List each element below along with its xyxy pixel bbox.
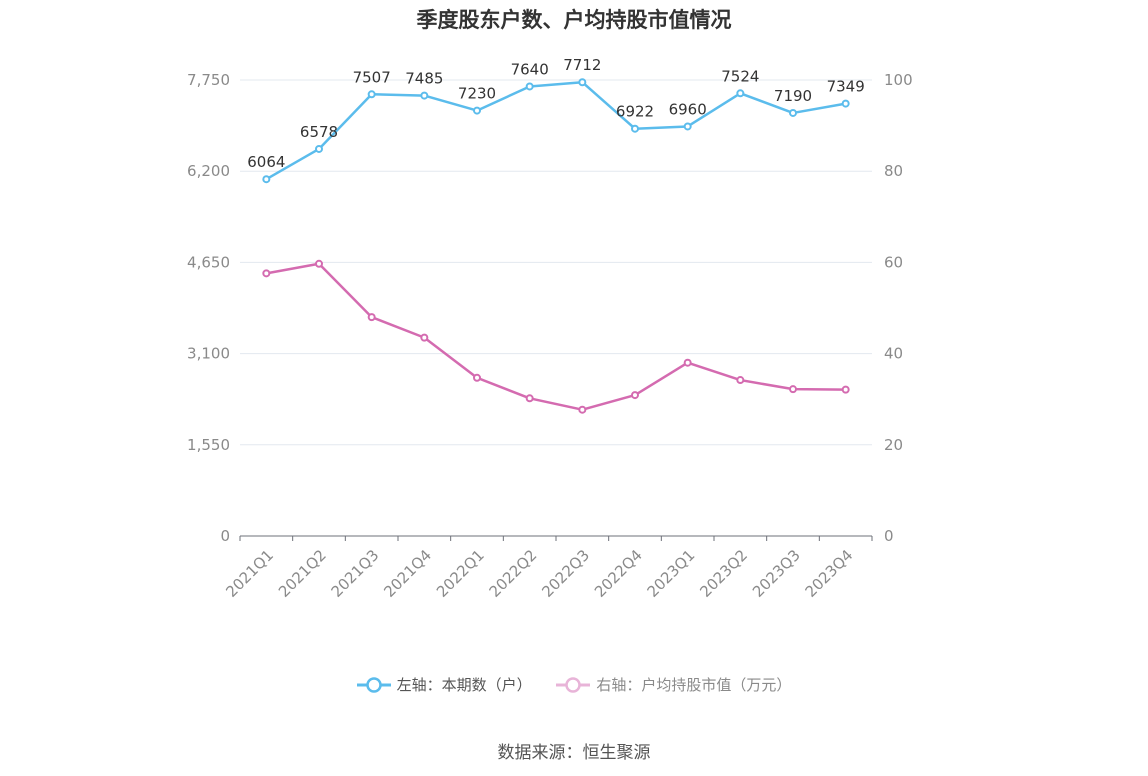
legend-item-right-series[interactable]: 右轴：户均持股市值（万元） bbox=[556, 674, 791, 695]
legend-right-marker-icon bbox=[556, 676, 591, 693]
data-label: 6960 bbox=[669, 100, 707, 118]
data-label: 7524 bbox=[721, 67, 759, 85]
data-label: 7190 bbox=[774, 87, 812, 105]
source-note: 数据来源：恒生聚源 bbox=[497, 743, 651, 763]
x-axis-tick-label: 2022Q4 bbox=[591, 546, 646, 601]
x-axis-tick-label: 2023Q1 bbox=[644, 546, 699, 601]
x-axis-tick-label: 2021Q2 bbox=[275, 546, 330, 601]
legend-left-label: 左轴：本期数（户） bbox=[396, 676, 532, 694]
left-axis-tick-label: 1,550 bbox=[187, 436, 230, 454]
series-2-point bbox=[578, 405, 587, 414]
series-2-point bbox=[683, 358, 692, 367]
series-1-point bbox=[262, 175, 271, 184]
x-axis-tick-label: 2023Q4 bbox=[802, 546, 857, 601]
chart-legend: 左轴：本期数（户） 右轴：户均持股市值（万元） bbox=[0, 674, 1148, 697]
x-axis-tick-label: 2023Q2 bbox=[696, 546, 751, 601]
series-line-2 bbox=[266, 262, 846, 411]
data-label: 6578 bbox=[300, 123, 338, 141]
x-axis-tick-label: 2021Q3 bbox=[328, 546, 383, 601]
right-axis-tick-label: 40 bbox=[884, 345, 903, 363]
series-2-point bbox=[473, 373, 481, 382]
right-axis-tick-label: 20 bbox=[884, 436, 903, 454]
series-2-point bbox=[736, 376, 745, 385]
series-2-point bbox=[315, 259, 323, 268]
series-2-point bbox=[841, 385, 850, 394]
series-1-point bbox=[736, 89, 745, 98]
data-label: 6922 bbox=[616, 103, 654, 121]
series-1-point bbox=[578, 78, 587, 87]
x-axis-tick-label: 2021Q1 bbox=[222, 546, 277, 601]
data-label: 7349 bbox=[827, 78, 865, 96]
series-1-point bbox=[420, 91, 429, 100]
series-2-point bbox=[367, 313, 376, 322]
data-label: 6064 bbox=[247, 153, 285, 171]
data-label: 7485 bbox=[405, 70, 443, 88]
x-axis-tick-label: 2022Q1 bbox=[433, 546, 488, 601]
x-axis-tick-label: 2022Q2 bbox=[486, 546, 541, 601]
series-1-point bbox=[631, 124, 639, 133]
x-axis-tick-label: 2021Q4 bbox=[380, 546, 435, 601]
series-1-point bbox=[841, 99, 850, 108]
series-1-point bbox=[367, 90, 376, 99]
left-axis-tick-label: 7,750 bbox=[187, 71, 230, 89]
series-2-point bbox=[262, 269, 271, 278]
chart-title: 季度股东户数、户均持股市值情况 bbox=[416, 8, 732, 32]
x-axis-tick-label: 2023Q3 bbox=[749, 546, 804, 601]
left-axis-tick-label: 6,200 bbox=[187, 162, 230, 180]
series-2-point bbox=[420, 333, 429, 342]
right-axis-tick-label: 80 bbox=[884, 162, 903, 180]
right-axis-tick-label: 100 bbox=[884, 71, 913, 89]
series-1-point bbox=[473, 106, 481, 115]
series-2-point bbox=[525, 394, 534, 403]
data-label: 7712 bbox=[563, 56, 601, 74]
series-line-1 bbox=[265, 80, 846, 181]
series-2-point bbox=[789, 385, 797, 394]
series-1-point bbox=[525, 82, 534, 91]
data-label: 7507 bbox=[353, 68, 391, 86]
right-axis-tick-label: 60 bbox=[884, 253, 903, 271]
right-axis-tick-label: 0 bbox=[884, 527, 894, 545]
data-label: 7640 bbox=[511, 60, 549, 78]
legend-left-marker-icon bbox=[356, 676, 391, 693]
left-axis-tick-label: 0 bbox=[220, 527, 230, 545]
series-1-point bbox=[683, 122, 692, 131]
series-1-point bbox=[315, 144, 323, 153]
left-axis-tick-label: 4,650 bbox=[187, 253, 230, 271]
legend-item-left-series[interactable]: 左轴：本期数（户） bbox=[356, 674, 532, 695]
data-label: 7230 bbox=[458, 85, 496, 103]
x-axis-tick-label: 2022Q3 bbox=[538, 546, 593, 601]
series-2-point bbox=[631, 391, 639, 400]
legend-right-label: 右轴：户均持股市值（万元） bbox=[596, 676, 792, 694]
series-1-point bbox=[789, 108, 797, 117]
left-axis-tick-label: 3,100 bbox=[187, 345, 230, 363]
